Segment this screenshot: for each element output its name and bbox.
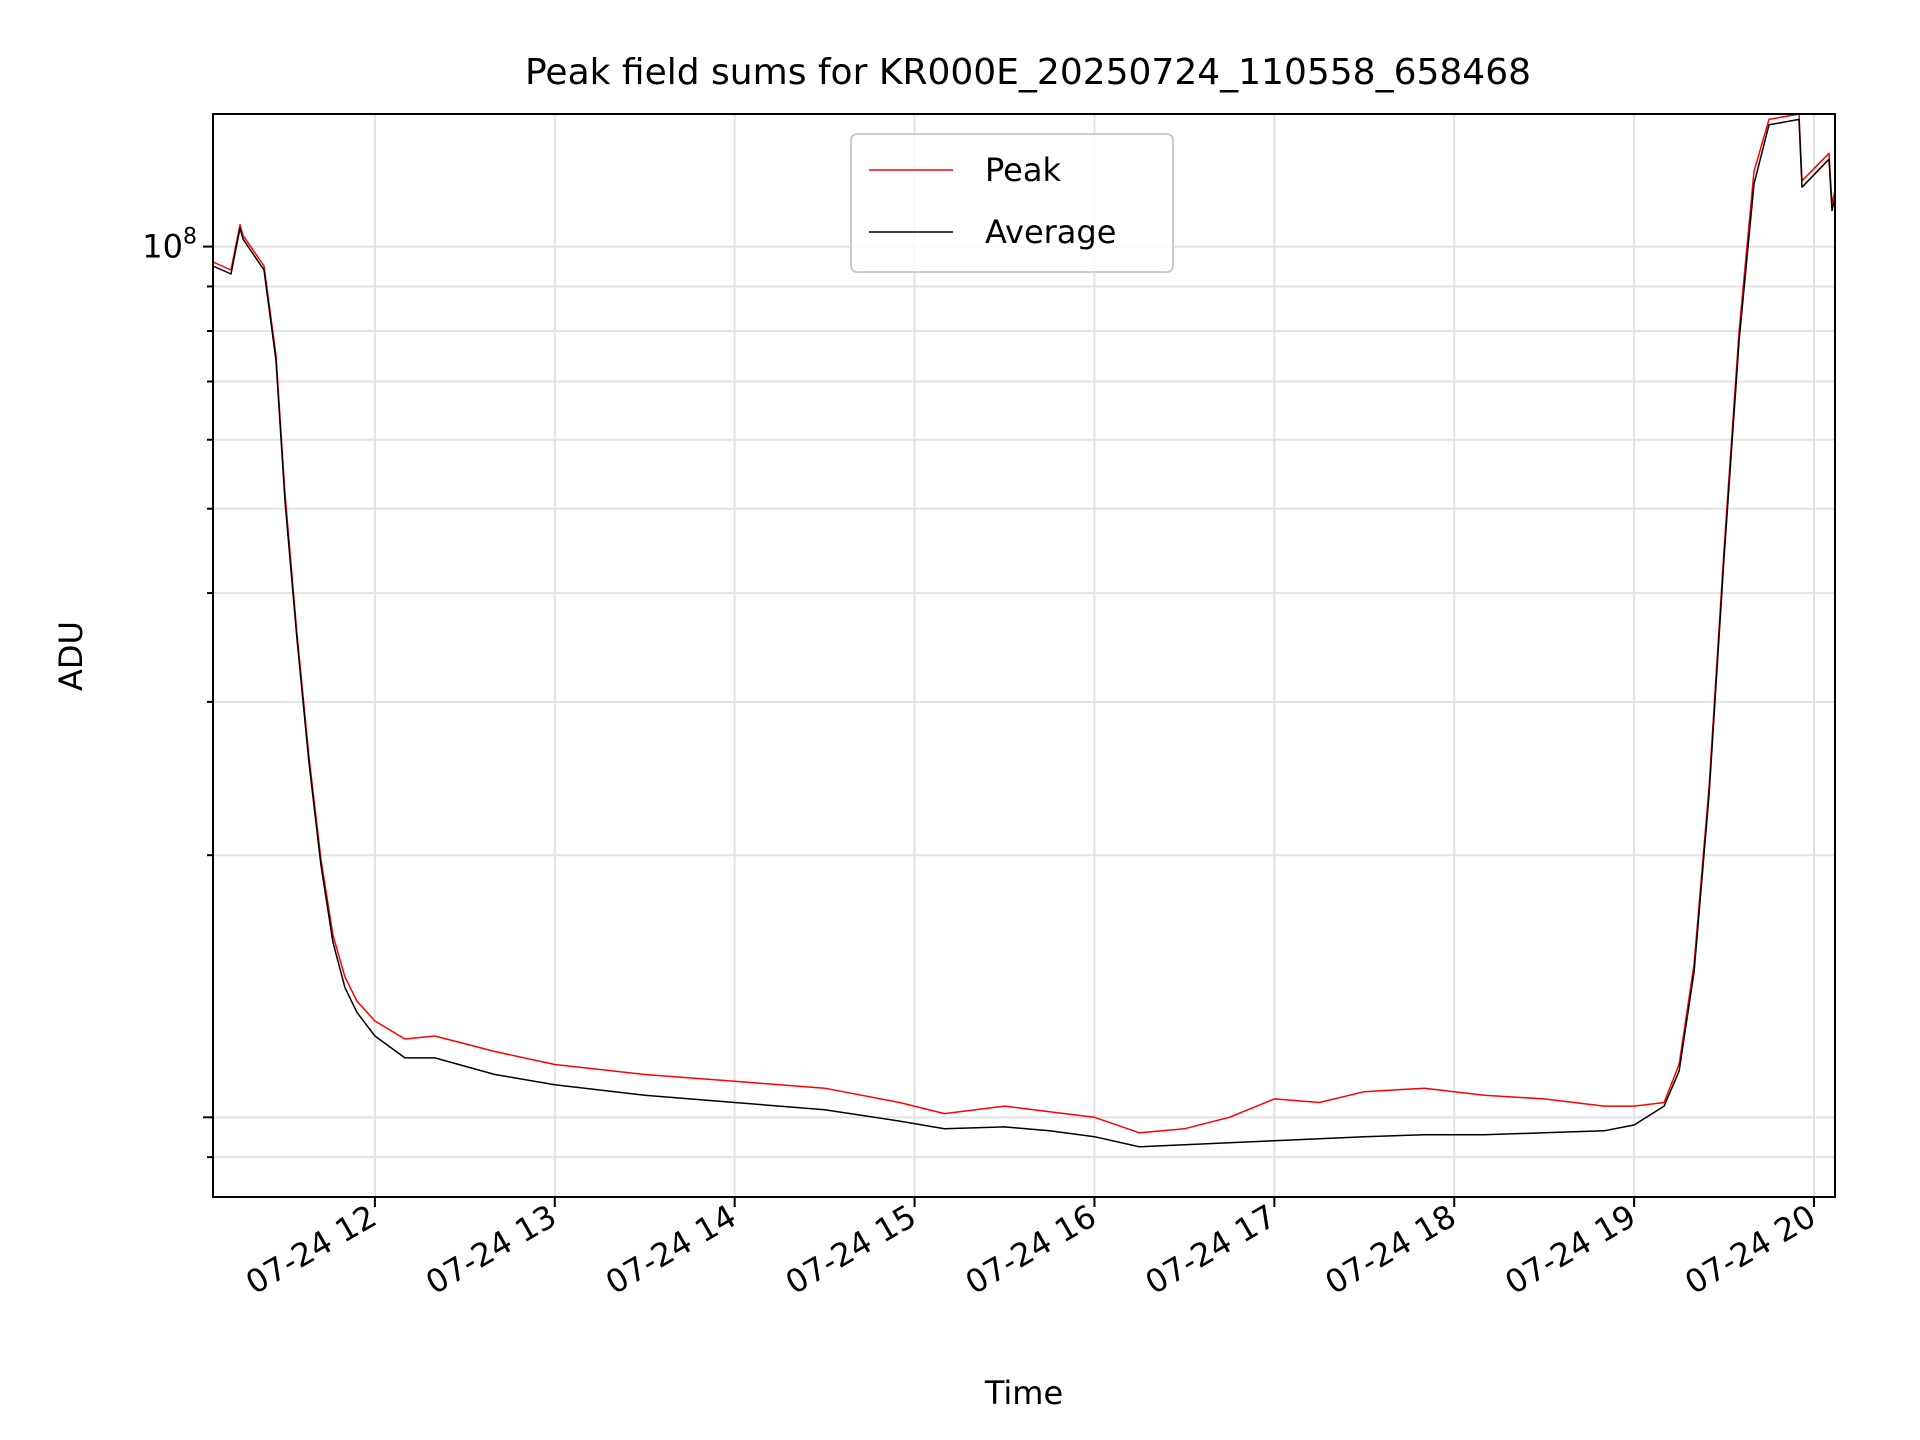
y-axis-label: ADU: [52, 621, 90, 691]
legend-label-peak: Peak: [985, 151, 1061, 189]
legend-box: [850, 133, 1174, 273]
series-group: [212, 113, 1836, 1148]
chart-title: Peak field sums for KR000E_20250724_1105…: [525, 52, 1531, 93]
y-axis: 108: [142, 225, 213, 1159]
series-line-average: [212, 118, 1836, 1148]
x-axis-label: Time: [984, 1374, 1063, 1412]
plot-frame: [212, 113, 1836, 1198]
legend-label-average: Average: [985, 213, 1116, 251]
legend: Peak Average: [850, 133, 1174, 273]
y-tick-label: 108: [142, 225, 197, 266]
